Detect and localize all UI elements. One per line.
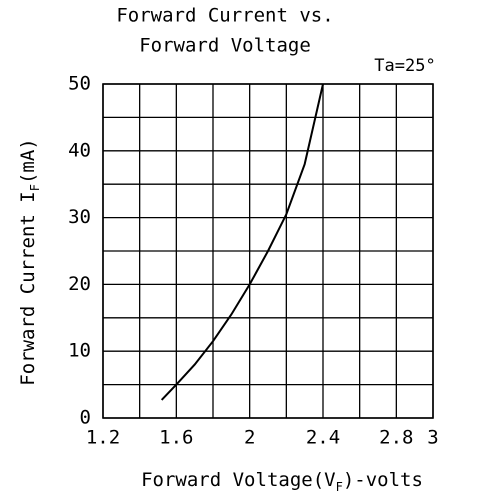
x-tick-label: 3 <box>427 427 438 449</box>
label-part: F <box>336 480 343 494</box>
plot-frame <box>102 83 434 419</box>
y-tick-label: 50 <box>68 73 91 95</box>
x-axis-label: Forward Voltage(VF)-volts <box>141 469 423 494</box>
x-tick-label: 1.2 <box>86 427 120 449</box>
y-tick-label: 20 <box>68 273 91 295</box>
x-tick-label: 2.4 <box>306 427 340 449</box>
y-tick-label: 40 <box>68 139 91 161</box>
x-tick-label: 2 <box>244 427 255 449</box>
x-tick-label: 1.6 <box>159 427 193 449</box>
annotation: Ta=25° <box>374 56 435 76</box>
series-line <box>160 83 324 401</box>
chart-title: Forward Current vs. <box>116 5 333 27</box>
y-axis-label: Forward Current IF(mA) <box>17 138 42 385</box>
y-tick-label: 0 <box>80 407 91 429</box>
label-part: )-volts <box>343 469 423 491</box>
y-tick-label: 30 <box>68 206 91 228</box>
y-tick-label: 10 <box>68 340 91 362</box>
label-part: Forward Voltage(V <box>141 469 335 491</box>
x-tick-label: 2.8 <box>379 427 413 449</box>
label-part: Forward Current I <box>17 191 39 385</box>
label-part: (mA) <box>17 138 39 184</box>
chart-subtitle: Forward Voltage <box>139 35 311 57</box>
label-part: F <box>28 184 42 191</box>
